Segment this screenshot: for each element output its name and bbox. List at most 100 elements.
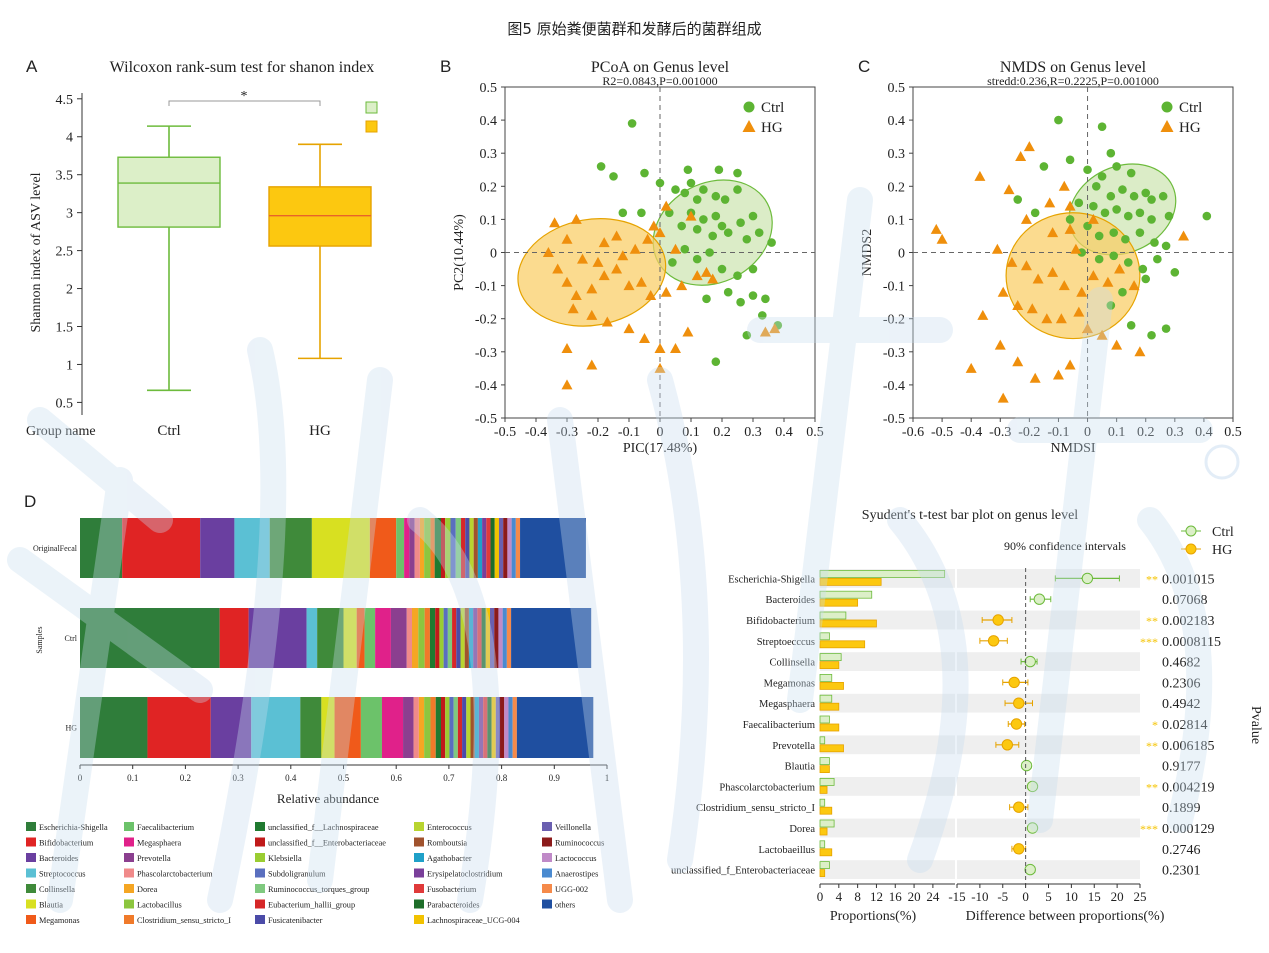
y-tick-label: 2.5 — [56, 245, 74, 260]
point-hg — [991, 243, 1003, 254]
legend-label: Ruminococcus — [555, 839, 604, 848]
point-ctrl — [1091, 182, 1101, 191]
legend-label-hg: HG — [1212, 543, 1232, 558]
bar-segment — [498, 608, 503, 668]
bar-segment — [445, 697, 450, 758]
left-x-tick-label: 12 — [870, 889, 883, 904]
point-ctrl — [1097, 172, 1107, 181]
bar-segment — [506, 608, 512, 668]
x-tick-label: 0.5 — [1224, 425, 1242, 440]
legend-swatch — [255, 915, 265, 924]
point-ctrl — [742, 330, 752, 340]
bar-ctrl — [819, 777, 835, 786]
genus-label: Blautia — [785, 762, 816, 773]
legend-swatch — [414, 899, 424, 909]
legend-label: Romboutsia — [427, 839, 467, 848]
row-band-left — [820, 652, 955, 671]
legend-swatch — [26, 915, 36, 924]
left-x-tick-label: 16 — [889, 889, 903, 904]
point-ctrl — [677, 221, 686, 231]
confidence-ellipse-hg — [1005, 212, 1141, 340]
bar-segment — [512, 697, 517, 758]
diff-point — [1024, 863, 1036, 876]
diff-point — [1013, 801, 1025, 813]
y-tick-label: 0.2 — [888, 180, 906, 195]
legend-label: Eubacterium_hallii_group — [268, 901, 355, 910]
x-tick-label: 0 — [1084, 425, 1091, 440]
bar-segment — [80, 608, 220, 668]
point-ctrl — [1164, 211, 1174, 221]
right-x-tick-label: 0 — [1022, 889, 1029, 904]
bar-segment — [404, 518, 410, 578]
point-hg — [930, 223, 942, 234]
row-band-left — [820, 860, 955, 879]
x-tick-label: 0 — [78, 773, 83, 783]
legend-label: Phascolarctobacterium — [137, 870, 213, 879]
bar-segment — [468, 608, 474, 668]
y-tick-label: 0.1 — [480, 213, 498, 228]
bar-segment — [443, 608, 448, 668]
point-ctrl — [627, 119, 637, 128]
point-ctrl — [1161, 241, 1171, 251]
legend-swatch — [124, 868, 134, 878]
point-ctrl — [1100, 208, 1110, 218]
legend-label: Fusobacterium — [427, 885, 477, 894]
row-band-left — [820, 693, 955, 713]
point-hg — [586, 309, 598, 320]
left-x-tick-label: 24 — [926, 889, 940, 904]
point-hg — [1064, 359, 1076, 370]
legend-marker-ctrl — [1161, 101, 1173, 113]
legend-swatch — [255, 899, 265, 909]
right-x-tick-label: 5 — [1045, 889, 1052, 904]
point-hg — [691, 270, 703, 281]
diff-point — [1013, 843, 1025, 855]
point-hg — [997, 392, 1009, 403]
legend-swatch — [542, 822, 552, 831]
bar-segment — [311, 518, 370, 578]
ttest-bar-chart: Syudent's t-test bar plot on genus level… — [671, 508, 1263, 924]
bar-segment — [210, 697, 252, 758]
point-hg — [1020, 213, 1032, 224]
bar-hg — [819, 765, 830, 774]
legend-label: Agathobacter — [427, 854, 472, 863]
point-hg — [561, 379, 573, 390]
x-tick-label: 0.4 — [775, 425, 793, 440]
pvalue-label: 0.006185 — [1162, 739, 1215, 754]
point-ctrl — [1147, 215, 1156, 224]
bar-segment — [500, 697, 505, 758]
x-tick-label: 0.1 — [1108, 425, 1126, 440]
legend-swatch — [414, 868, 424, 878]
point-ctrl — [640, 168, 649, 178]
point-ctrl — [1123, 211, 1133, 221]
x-tick-label: 1 — [605, 773, 610, 783]
point-ctrl — [680, 188, 690, 198]
legend-marker-ctrl — [743, 101, 755, 113]
pvalue-label: 0.4942 — [1162, 697, 1201, 712]
point-hg — [629, 243, 641, 254]
row-band-right — [957, 610, 1140, 630]
point-hg — [1015, 151, 1027, 162]
y-tick-label: -0.4 — [475, 379, 497, 394]
point-ctrl — [609, 172, 618, 181]
point-ctrl — [692, 254, 702, 264]
bar-segment — [248, 608, 307, 668]
legend-label: Parabacteroides — [427, 901, 480, 910]
pvalue-label: 0.004219 — [1162, 780, 1215, 795]
row-band-right — [957, 569, 1140, 588]
point-ctrl — [1126, 168, 1136, 178]
legend-swatch — [255, 853, 265, 862]
genus-label: Megamonas — [764, 678, 815, 689]
chart-title: NMDS on Genus level — [1000, 59, 1147, 76]
point-ctrl — [699, 185, 708, 194]
bar-hg — [819, 619, 877, 628]
bar-ctrl — [819, 653, 842, 662]
legend-marker-hg — [1160, 120, 1174, 132]
y-tick-label: 0 — [490, 247, 497, 262]
point-ctrl — [1065, 155, 1075, 165]
point-ctrl — [1030, 208, 1040, 218]
point-ctrl — [1123, 258, 1133, 267]
bar-segment — [317, 608, 344, 668]
bar-segment — [508, 697, 513, 758]
point-ctrl — [1112, 205, 1121, 214]
legend-swatch — [414, 884, 424, 893]
